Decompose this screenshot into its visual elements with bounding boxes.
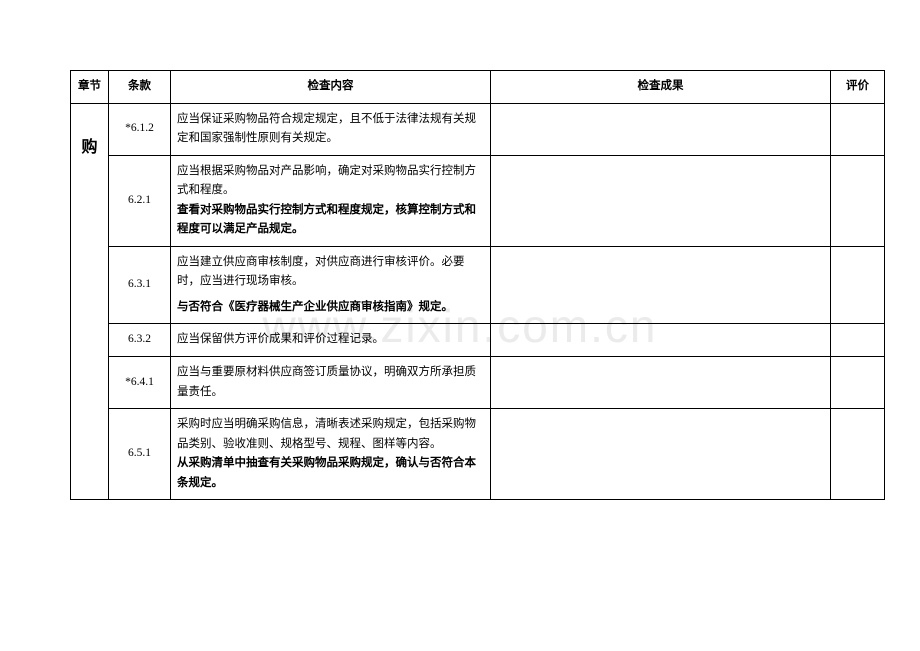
table-row: 6.2.1 应当根据采购物品对产品影响，确定对采购物品实行控制方式和程度。 查看… <box>71 155 885 246</box>
chapter-cell: 购 <box>71 103 109 500</box>
content-plain: 应当保证采购物品符合规定规定，且不低于法律法规有关规定和国家强制性原则有关规定。 <box>177 113 476 145</box>
eval-cell <box>831 409 885 500</box>
content-cell: 应当保证采购物品符合规定规定，且不低于法律法规有关规定和国家强制性原则有关规定。 <box>171 103 491 155</box>
header-clause: 条款 <box>109 71 171 104</box>
clause-cell: *6.4.1 <box>109 357 171 409</box>
content-bold: 与否符合《医疗器械生产企业供应商审核指南》规定。 <box>177 298 484 318</box>
table-row: 购 *6.1.2 应当保证采购物品符合规定规定，且不低于法律法规有关规定和国家强… <box>71 103 885 155</box>
result-cell <box>491 324 831 357</box>
clause-cell: 6.5.1 <box>109 409 171 500</box>
table-row: *6.4.1 应当与重要原材料供应商签订质量协议，明确双方所承担质量责任。 <box>71 357 885 409</box>
inspection-table: 章节 条款 检查内容 检查成果 评价 购 *6.1.2 应当保证采购物品符合规定… <box>70 70 885 500</box>
table-row: 6.3.1 应当建立供应商审核制度，对供应商进行审核评价。必要时，应当进行现场审… <box>71 246 885 324</box>
eval-cell <box>831 324 885 357</box>
result-cell <box>491 246 831 324</box>
result-cell <box>491 357 831 409</box>
table-row: 6.3.2 应当保留供方评价成果和评价过程记录。 <box>71 324 885 357</box>
clause-cell: 6.3.1 <box>109 246 171 324</box>
clause-cell: 6.2.1 <box>109 155 171 246</box>
content-plain: 应当建立供应商审核制度，对供应商进行审核评价。必要时，应当进行现场审核。 <box>177 253 484 292</box>
result-cell <box>491 103 831 155</box>
content-cell: 应当根据采购物品对产品影响，确定对采购物品实行控制方式和程度。 查看对采购物品实… <box>171 155 491 246</box>
content-cell: 应当与重要原材料供应商签订质量协议，明确双方所承担质量责任。 <box>171 357 491 409</box>
content-bold: 从采购清单中抽查有关采购物品采购规定，确认与否符合本条规定。 <box>177 454 484 493</box>
content-cell: 应当建立供应商审核制度，对供应商进行审核评价。必要时，应当进行现场审核。 与否符… <box>171 246 491 324</box>
content-plain: 应当保留供方评价成果和评价过程记录。 <box>177 333 384 345</box>
eval-cell <box>831 103 885 155</box>
eval-cell <box>831 246 885 324</box>
content-plain: 应当根据采购物品对产品影响，确定对采购物品实行控制方式和程度。 <box>177 162 484 201</box>
header-chapter: 章节 <box>71 71 109 104</box>
content-cell: 采购时应当明确采购信息，清晰表述采购规定，包括采购物品类别、验收准则、规格型号、… <box>171 409 491 500</box>
content-bold: 查看对采购物品实行控制方式和程度规定，核算控制方式和程度可以满足产品规定。 <box>177 201 484 240</box>
content-cell: 应当保留供方评价成果和评价过程记录。 <box>171 324 491 357</box>
result-cell <box>491 409 831 500</box>
table-row: 6.5.1 采购时应当明确采购信息，清晰表述采购规定，包括采购物品类别、验收准则… <box>71 409 885 500</box>
eval-cell <box>831 357 885 409</box>
clause-cell: 6.3.2 <box>109 324 171 357</box>
header-result: 检查成果 <box>491 71 831 104</box>
result-cell <box>491 155 831 246</box>
content-plain: 应当与重要原材料供应商签订质量协议，明确双方所承担质量责任。 <box>177 366 476 398</box>
header-content: 检查内容 <box>171 71 491 104</box>
content-plain: 采购时应当明确采购信息，清晰表述采购规定，包括采购物品类别、验收准则、规格型号、… <box>177 415 484 454</box>
table-header-row: 章节 条款 检查内容 检查成果 评价 <box>71 71 885 104</box>
clause-cell: *6.1.2 <box>109 103 171 155</box>
eval-cell <box>831 155 885 246</box>
header-eval: 评价 <box>831 71 885 104</box>
